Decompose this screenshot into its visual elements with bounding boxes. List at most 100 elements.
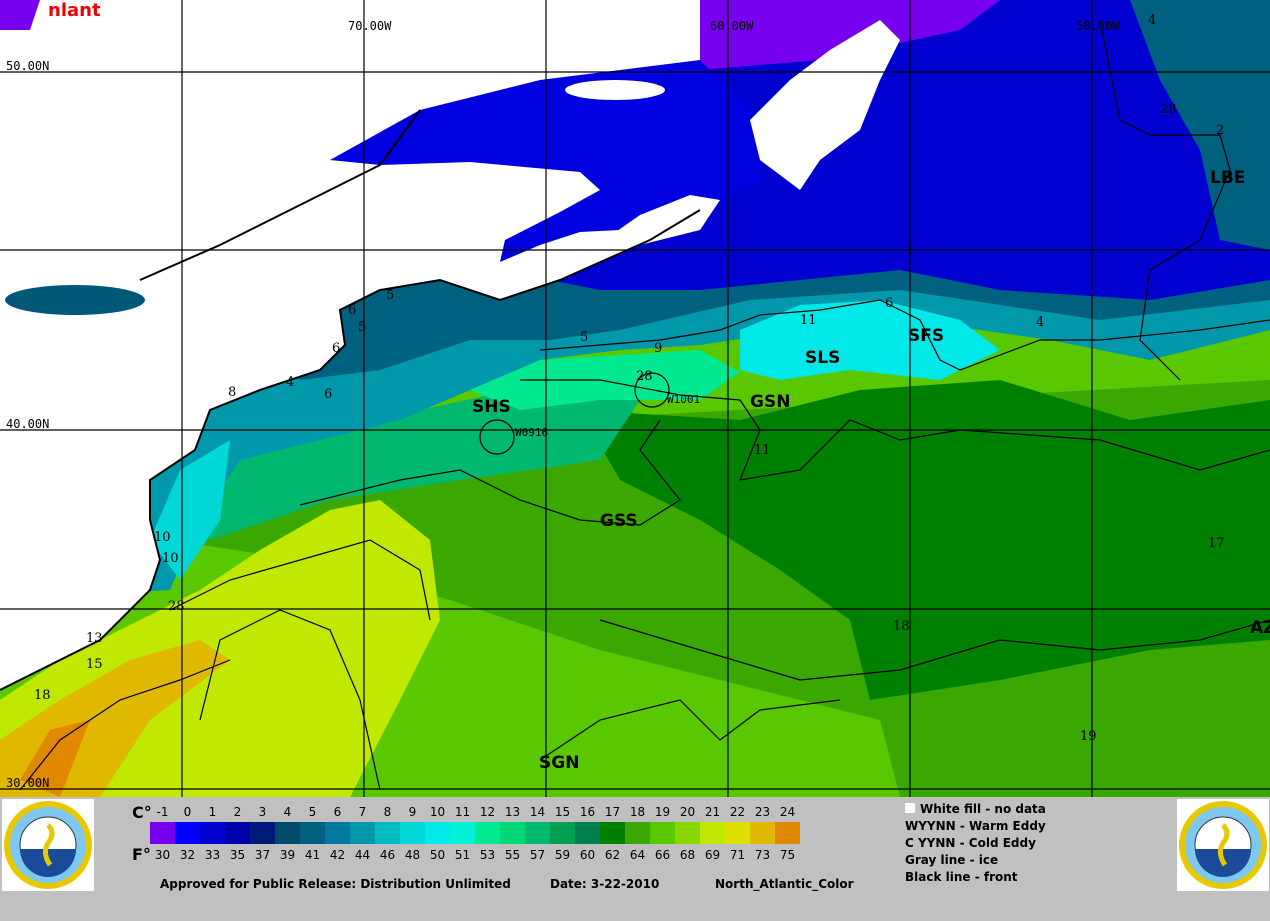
celsius-tick: 22 (729, 805, 746, 819)
legend-key: Black line - front (905, 870, 1018, 884)
legend-panel: C° F° -1 30 0 32 1 33 2 35 3 37 4 39 5 41 6 42 7 44 8 46 9 48… (0, 797, 1270, 921)
color-swatch (725, 822, 750, 844)
sst-map: nlant 70.00W 60.00W 50.00W 50.00N 40.00N… (0, 0, 1270, 797)
isotherm-label: 4 (1148, 13, 1156, 28)
color-swatch (550, 822, 575, 844)
product-name: North_Atlantic_Color (715, 877, 854, 891)
legend-key: Gray line - ice (905, 853, 999, 867)
fahrenheit-tick: 41 (304, 848, 321, 862)
feature-label: SGN (539, 753, 579, 773)
celsius-tick: 18 (629, 805, 646, 819)
land-pei (590, 195, 720, 250)
water-ice-purple (650, 0, 1000, 70)
isotherm-label: 15 (86, 657, 103, 672)
color-swatch (575, 822, 600, 844)
fahrenheit-tick: 55 (504, 848, 521, 862)
map-title: nlant (48, 0, 101, 21)
legend-key: WYYNN - Warm Eddy (905, 819, 1046, 833)
lon-label: 60.00W (710, 19, 754, 33)
fahrenheit-tick: 75 (779, 848, 796, 862)
color-swatch (400, 822, 425, 844)
color-swatch (425, 822, 450, 844)
lat-label: 30.00N (6, 776, 49, 790)
fahrenheit-tick: 57 (529, 848, 546, 862)
feature-label: GSS (600, 511, 638, 531)
water-24c (20, 720, 90, 797)
isotherm-label: 5 (386, 288, 394, 303)
feature-label: AZ (1250, 618, 1270, 638)
fahrenheit-tick: 68 (679, 848, 696, 862)
fahrenheit-tick: 59 (554, 848, 571, 862)
color-swatch (700, 822, 725, 844)
fahrenheit-tick: 39 (279, 848, 296, 862)
color-swatch (150, 822, 175, 844)
water-10c-slope (740, 300, 1000, 380)
isotherm-label: 28 (1160, 102, 1177, 117)
land-newfoundland (750, 20, 900, 190)
fahrenheit-tick: 42 (329, 848, 346, 862)
isotherm-label: 6 (324, 387, 332, 402)
color-swatch (750, 822, 775, 844)
isotherm-label: 28 (168, 599, 185, 614)
eddy-label: W0916 (515, 426, 548, 439)
color-swatch (775, 822, 800, 844)
isotherm-label: 1 (906, 243, 914, 258)
color-swatch (650, 822, 675, 844)
fahrenheit-tick: 50 (429, 848, 446, 862)
celsius-tick: 9 (408, 805, 417, 819)
fahrenheit-tick: 73 (754, 848, 771, 862)
fahrenheit-tick: 35 (229, 848, 246, 862)
isotherm-label: 9 (654, 341, 662, 356)
color-swatch (250, 822, 275, 844)
isotherm-label: 28 (636, 369, 653, 384)
color-swatch (300, 822, 325, 844)
isotherm-label: 6 (332, 341, 340, 356)
feature-label: SFS (908, 326, 944, 346)
fahrenheit-tick: 37 (254, 848, 271, 862)
isotherm-label: 11 (800, 313, 817, 328)
fahrenheit-tick: 30 (154, 848, 171, 862)
isotherm-label: 10 (154, 530, 171, 545)
isotherm-label: 18 (893, 619, 910, 634)
color-swatch (375, 822, 400, 844)
isotherm-label: 10 (162, 551, 179, 566)
lon-label: 70.00W (348, 19, 392, 33)
navoceano-logo (1177, 799, 1269, 891)
color-swatch (175, 822, 200, 844)
isotherm-label: 5 (580, 330, 588, 345)
fahrenheit-tick: 64 (629, 848, 646, 862)
celsius-tick: 3 (258, 805, 267, 819)
color-swatch (200, 822, 225, 844)
celsius-tick: 17 (604, 805, 621, 819)
navoceano-logo (2, 799, 94, 891)
water-12c-gs (470, 350, 740, 410)
isotherm-label: 11 (754, 443, 771, 458)
release-note: Approved for Public Release: Distributio… (160, 877, 511, 891)
color-swatch (350, 822, 375, 844)
feature-label: LBE (1210, 168, 1245, 188)
fahrenheit-tick: 33 (204, 848, 221, 862)
isotherm-label: 6 (885, 296, 893, 311)
celsius-tick: 10 (429, 805, 446, 819)
lat-label: 40.00N (6, 417, 49, 431)
color-swatch (625, 822, 650, 844)
fahrenheit-tick: 51 (454, 848, 471, 862)
fahrenheit-tick: 66 (654, 848, 671, 862)
feature-label: SHS (472, 397, 511, 417)
feature-label: GSN (750, 392, 790, 412)
color-swatch (225, 822, 250, 844)
celsius-tick: 11 (454, 805, 471, 819)
lat-label: 50.00N (6, 59, 49, 73)
fahrenheit-unit: F° (132, 845, 151, 864)
fahrenheit-tick: 71 (729, 848, 746, 862)
feature-label: SLS (805, 348, 840, 368)
color-swatch (675, 822, 700, 844)
isotherm-label: 19 (1080, 729, 1097, 744)
fahrenheit-tick: 69 (704, 848, 721, 862)
color-swatch (500, 822, 525, 844)
isotherm-label: 6 (348, 303, 356, 318)
celsius-unit: C° (132, 803, 152, 822)
fahrenheit-tick: 48 (404, 848, 421, 862)
land-anticosti (565, 80, 665, 100)
